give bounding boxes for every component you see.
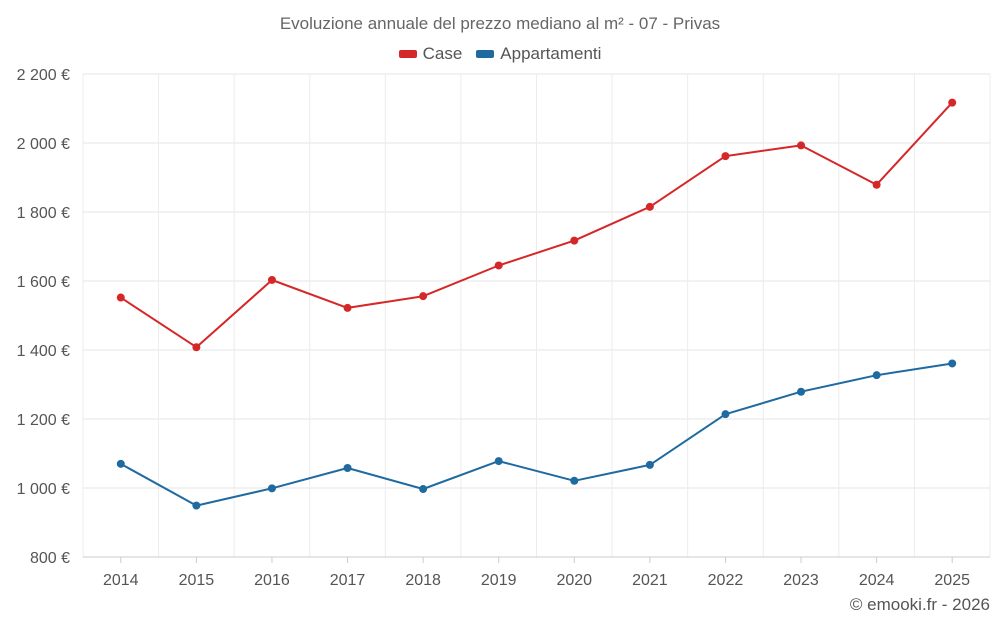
x-tick-label: 2023	[783, 572, 819, 589]
y-tick-label: 800 €	[30, 550, 70, 567]
data-point-case	[948, 98, 957, 107]
data-point-case	[494, 261, 503, 270]
x-tick-label: 2018	[405, 572, 441, 589]
x-tick-label: 2024	[859, 572, 895, 589]
legend-label-case: Case	[422, 44, 463, 63]
data-point-appartamenti	[570, 476, 579, 485]
data-point-case	[570, 236, 579, 245]
x-tick-label: 2022	[708, 572, 744, 589]
y-tick-label: 2 200 €	[17, 67, 70, 84]
y-tick-label: 2 000 €	[17, 136, 70, 153]
data-point-appartamenti	[872, 371, 881, 380]
y-tick-label: 1 400 €	[17, 343, 70, 360]
x-tick-label: 2025	[934, 572, 970, 589]
y-tick-label: 1 600 €	[17, 274, 70, 291]
data-point-case	[797, 141, 806, 150]
data-point-case	[192, 343, 201, 352]
data-point-appartamenti	[948, 359, 957, 368]
legend-item-appartamenti[interactable]: Appartamenti	[476, 44, 601, 64]
legend-item-case[interactable]: Case	[398, 44, 463, 64]
data-point-appartamenti	[192, 501, 201, 510]
data-point-case	[343, 303, 352, 312]
series-line-case	[120, 101, 953, 349]
credit-text: © emooki.fr - 2026	[849, 595, 990, 614]
x-tick-label: 2014	[103, 572, 139, 589]
y-tick-label: 1 000 €	[17, 481, 70, 498]
data-point-appartamenti	[419, 485, 428, 494]
data-point-case	[116, 293, 125, 302]
x-tick-label: 2015	[179, 572, 215, 589]
chart-title: Evoluzione annuale del prezzo mediano al…	[279, 14, 721, 33]
data-point-appartamenti	[797, 387, 806, 396]
legend-swatch-appartamenti	[476, 50, 495, 58]
x-tick-label: 2021	[632, 572, 668, 589]
chart-legend: Case Appartamenti	[0, 44, 1000, 64]
data-point-case	[645, 202, 654, 211]
x-tick-label: 2019	[481, 572, 517, 589]
data-point-appartamenti	[116, 459, 125, 468]
data-point-appartamenti	[267, 484, 276, 493]
legend-swatch-case	[398, 50, 417, 58]
data-point-appartamenti	[343, 463, 352, 472]
series-line-appartamenti	[120, 362, 953, 507]
x-tick-label: 2017	[330, 572, 366, 589]
data-point-appartamenti	[645, 460, 654, 469]
data-point-case	[872, 180, 881, 189]
data-point-case	[721, 152, 730, 161]
data-point-appartamenti	[494, 457, 503, 466]
data-point-case	[419, 292, 428, 301]
y-tick-label: 1 800 €	[17, 205, 70, 222]
legend-label-appartamenti: Appartamenti	[500, 44, 602, 63]
x-tick-label: 2020	[556, 572, 592, 589]
data-point-case	[267, 275, 276, 284]
x-tick-label: 2016	[254, 572, 290, 589]
y-tick-label: 1 200 €	[17, 412, 70, 429]
data-point-appartamenti	[721, 410, 730, 419]
